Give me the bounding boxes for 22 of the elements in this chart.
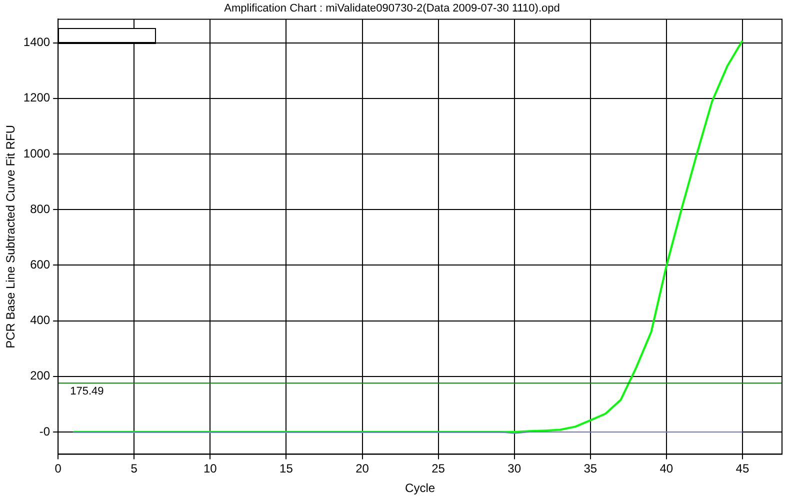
y-tick-label: 1400 — [23, 35, 50, 50]
y-tick-label: -0 — [39, 424, 50, 438]
y-tick-label: 600 — [30, 258, 50, 272]
y-tick-label: 1200 — [23, 90, 50, 105]
chart-title: Amplification Chart : miValidate090730-2(Data 2009-07-30 1110).opd — [224, 2, 560, 15]
x-tick-label: 30 — [508, 462, 522, 476]
y-tick-label: 400 — [30, 313, 50, 328]
y-tick-label: 200 — [30, 368, 50, 383]
x-tick-label: 10 — [203, 462, 218, 476]
y-tick-label: 800 — [30, 202, 50, 216]
x-tick-label: 15 — [280, 462, 294, 476]
x-axis-title: Cycle — [405, 481, 436, 496]
x-tick-label: 25 — [432, 462, 446, 476]
x-tick-label: 45 — [736, 462, 750, 476]
x-tick-label: 5 — [130, 462, 138, 476]
x-tick-label: 20 — [356, 462, 370, 476]
y-tick-label: 1000 — [23, 146, 50, 160]
y-axis-title: PCR Base Line Subtracted Curve Fit RFU — [4, 124, 18, 348]
x-tick-label: 40 — [660, 462, 674, 476]
ref-line-label: 175.49 — [70, 386, 104, 398]
x-tick-label: 0 — [54, 462, 62, 476]
x-tick-label: 35 — [584, 462, 598, 476]
